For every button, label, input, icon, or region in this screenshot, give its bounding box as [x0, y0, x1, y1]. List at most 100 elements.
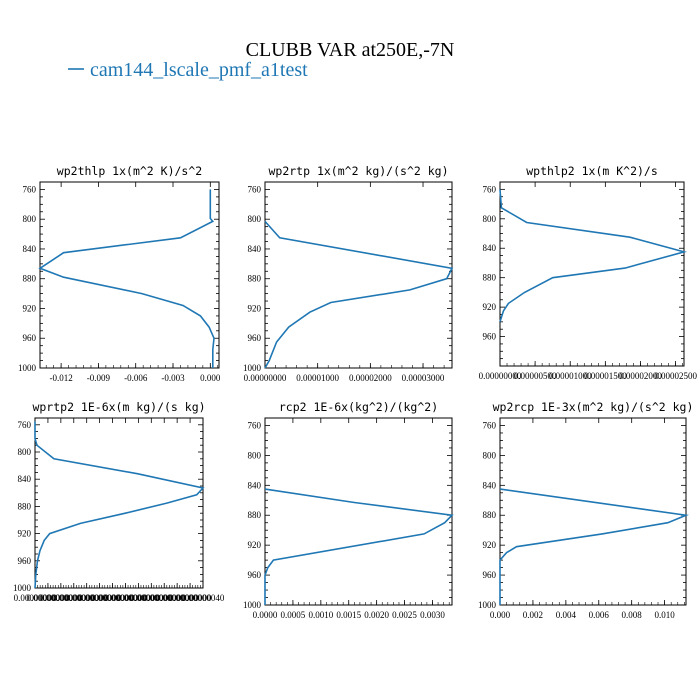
x-tick-label: 0.0020: [364, 610, 389, 620]
panel-title: wp2rcp 1E-3x(m^2 kg)/(s^2 kg): [493, 400, 694, 414]
y-tick-label: 840: [248, 244, 262, 254]
plot-frame: [264, 417, 453, 606]
plot-frame: [264, 181, 453, 369]
x-tick-label: 0.00000000: [244, 373, 287, 383]
x-tick-label: 0.00000000: [143, 593, 186, 603]
y-tick-label: 960: [248, 333, 262, 343]
y-tick-label: 1000: [13, 583, 32, 593]
y-tick-label: 800: [483, 214, 497, 224]
panel-3: wpthlp2 1x(m K^2)/s 760 800 840 880 920 960 0.0…: [479, 164, 698, 381]
x-tick-label: 0.00003000: [402, 373, 445, 383]
x-tick-label: 0.00002500: [654, 371, 697, 381]
y-tick-label: 880: [483, 273, 497, 283]
x-tick-label: 0.00001000: [296, 373, 339, 383]
y-tick-label: 1000: [18, 363, 37, 373]
y-tick-label: 960: [248, 570, 262, 580]
y-tick-label: 920: [483, 540, 497, 550]
x-tick-label: -0.009: [87, 373, 111, 383]
x-tick-label: 0.00001500: [584, 371, 627, 381]
y-tick-label: 760: [23, 184, 37, 194]
y-tick-label: 960: [18, 556, 32, 566]
x-tick-label: 0.00000000: [78, 593, 121, 603]
y-tick-label: 920: [248, 303, 262, 313]
y-tick-label: 960: [483, 570, 497, 580]
panel-title: wprtp2 1E-6x(m kg)/(s kg): [32, 400, 205, 414]
y-tick-label: 800: [483, 450, 497, 460]
y-tick-label: 840: [483, 243, 497, 253]
y-tick-label: 800: [18, 447, 32, 457]
x-tick-label: 0.008: [622, 610, 643, 620]
y-tick-label: 920: [483, 302, 497, 312]
x-tick-label: 0.00001000: [549, 371, 592, 381]
y-tick-label: 760: [248, 420, 262, 430]
figure-title: CLUBB VAR at250E,-7N: [246, 39, 455, 61]
plot-frame: [499, 181, 685, 367]
x-tick-label: 0.00002000: [619, 371, 662, 381]
y-tick-label: 800: [248, 214, 262, 224]
series-line: [499, 488, 690, 605]
x-tick-label: 0.00000000: [117, 593, 160, 603]
x-tick-label: 0.00002000: [349, 373, 392, 383]
y-tick-label: 800: [248, 450, 262, 460]
x-tick-label: -0.006: [124, 373, 148, 383]
y-tick-label: 920: [18, 529, 32, 539]
x-tick-label: 0.000: [200, 373, 221, 383]
series-line: [38, 189, 215, 368]
x-tick-label: 0.004: [556, 610, 577, 620]
x-tick-label: 0.00000000: [479, 371, 522, 381]
plot-frame: [499, 417, 687, 606]
y-tick-label: 760: [248, 184, 262, 194]
x-tick-label: 0.00000000: [169, 593, 212, 603]
x-tick-label: 0.0025: [392, 610, 417, 620]
y-tick-label: 920: [23, 303, 37, 313]
x-tick-label: 0.00000000: [14, 593, 57, 603]
y-tick-label: 760: [483, 184, 497, 194]
y-tick-label: 880: [483, 510, 497, 520]
panel-title: wp2thlp 1x(m^2 K)/s^2: [57, 164, 202, 178]
x-tick-label: 0.0030: [420, 610, 445, 620]
x-tick-label: 0.0000: [253, 610, 278, 620]
x-tick-label: 0.00000000: [52, 593, 95, 603]
x-tick-label: 0.00000000: [65, 593, 108, 603]
x-tick-label: 0.006: [589, 610, 610, 620]
x-tick-label: 0.00000000: [104, 593, 147, 603]
x-tick-label: -0.012: [50, 373, 73, 383]
x-tick-label: 0.00000000: [156, 593, 199, 603]
x-tick-label: 0.00000040: [182, 593, 225, 603]
series-line: [34, 421, 205, 589]
x-tick-label: 0.00000000: [39, 593, 82, 603]
x-tick-label: 0.0015: [336, 610, 361, 620]
series-line: [499, 189, 688, 323]
y-tick-label: 1000: [243, 363, 262, 373]
panel-6: wp2rcp 1E-3x(m^2 kg)/(s^2 kg) 760 800 840 88…: [478, 400, 693, 620]
y-tick-label: 800: [23, 214, 37, 224]
y-tick-label: 960: [483, 332, 497, 342]
x-tick-label: 0.00000000: [130, 593, 173, 603]
legend-label: cam144_lscale_pmf_a1test: [90, 59, 308, 81]
x-tick-label: 0.0010: [308, 610, 333, 620]
y-tick-label: 1000: [478, 600, 497, 610]
plot-frame: [39, 181, 220, 369]
x-tick-label: -0.003: [161, 373, 185, 383]
y-tick-label: 920: [248, 540, 262, 550]
panels-group: wp2thlp 1x(m^2 K)/s^2 760 800 840 880 920 960 1…: [13, 164, 697, 620]
y-tick-label: 760: [483, 420, 497, 430]
panel-title: wp2rtp 1x(m^2 kg)/(s^2 kg): [268, 164, 448, 178]
x-tick-label: 0.00000500: [514, 371, 557, 381]
x-tick-label: 0.000: [490, 610, 511, 620]
x-tick-label: 0.00000000: [91, 593, 134, 603]
y-tick-label: 840: [248, 480, 262, 490]
panel-2: wp2rtp 1x(m^2 kg)/(s^2 kg) 760 800 840 880 92…: [243, 164, 454, 383]
y-tick-label: 1000: [243, 600, 262, 610]
y-tick-label: 840: [23, 244, 37, 254]
series-line: [264, 220, 454, 369]
panel-1: wp2thlp 1x(m^2 K)/s^2 760 800 840 880 920 960 1…: [18, 164, 221, 383]
panel-title: rcp2 1E-6x(kg^2)/(kg^2): [279, 400, 438, 414]
panel-5: rcp2 1E-6x(kg^2)/(kg^2) 760 800 840 880 920 96…: [243, 400, 454, 620]
y-tick-label: 880: [248, 510, 262, 520]
y-tick-label: 880: [23, 274, 37, 284]
x-tick-label: 0.0005: [281, 610, 306, 620]
y-tick-label: 960: [23, 333, 37, 343]
y-tick-label: 880: [18, 501, 32, 511]
